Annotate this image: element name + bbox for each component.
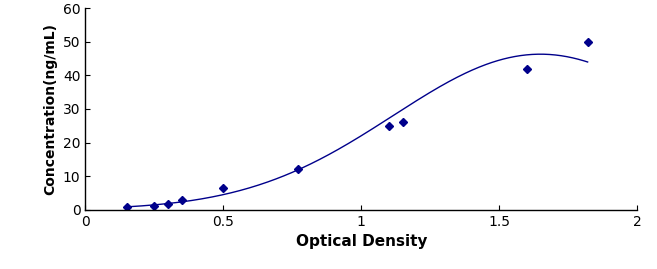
X-axis label: Optical Density: Optical Density [296, 234, 427, 249]
Y-axis label: Concentration(ng/mL): Concentration(ng/mL) [43, 23, 57, 195]
